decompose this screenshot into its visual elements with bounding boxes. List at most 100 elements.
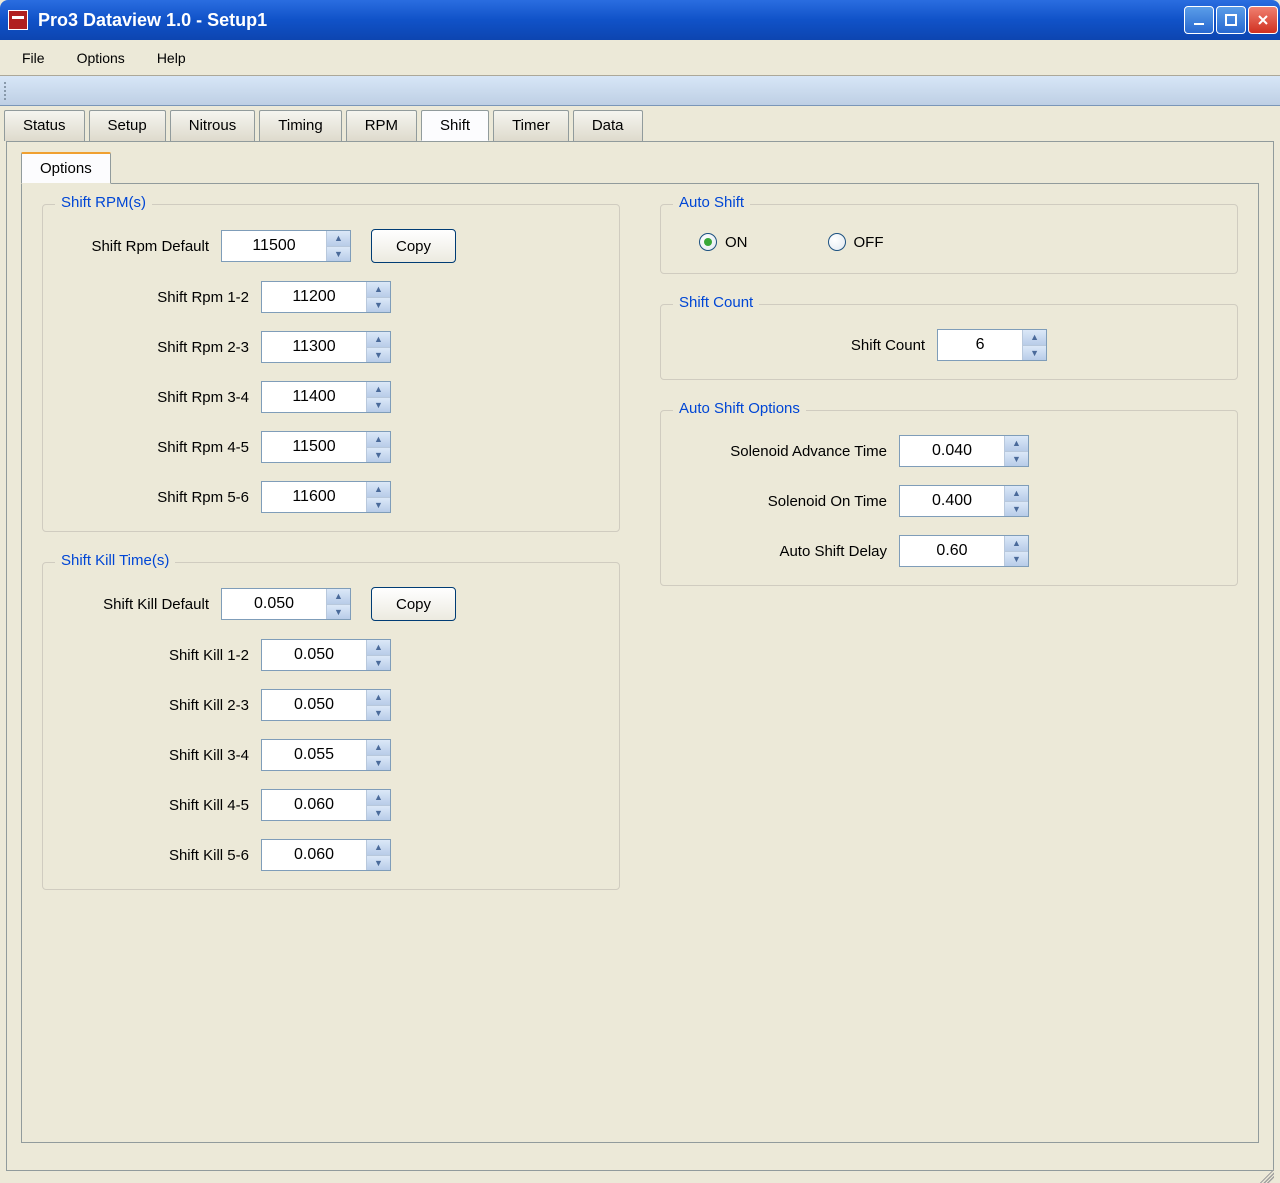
- spin-down-icon[interactable]: ▼: [1004, 452, 1028, 467]
- label-shift-rpm-0: Shift Rpm 1-2: [101, 289, 261, 306]
- spin-down-icon[interactable]: ▼: [366, 348, 390, 363]
- input-shift-rpm-4[interactable]: 11600 ▲▼: [261, 481, 391, 513]
- spin-up-icon[interactable]: ▲: [366, 432, 390, 448]
- maximize-button[interactable]: [1216, 6, 1246, 34]
- app-icon: [8, 10, 28, 30]
- spin-down-icon[interactable]: ▼: [1022, 346, 1046, 361]
- input-shift-count[interactable]: 6 ▲▼: [937, 329, 1047, 361]
- spin-up-icon[interactable]: ▲: [366, 332, 390, 348]
- input-auto-shift-delay[interactable]: 0.60 ▲▼: [899, 535, 1029, 567]
- spin-up-icon[interactable]: ▲: [366, 382, 390, 398]
- tab-shift[interactable]: Shift: [421, 110, 489, 141]
- tab-rpm[interactable]: RPM: [346, 110, 417, 141]
- input-shift-rpm-0[interactable]: 11200 ▲▼: [261, 281, 391, 313]
- label-shift-rpm-4: Shift Rpm 5-6: [101, 489, 261, 506]
- tab-timing[interactable]: Timing: [259, 110, 341, 141]
- radio-auto-shift-off[interactable]: OFF: [828, 233, 884, 251]
- spin-down-icon[interactable]: ▼: [366, 856, 390, 871]
- group-shift-kill: Shift Kill Time(s) Shift Kill Default 0.…: [42, 562, 620, 890]
- resize-grip-icon[interactable]: [1256, 1165, 1274, 1183]
- toolbar: [0, 76, 1280, 106]
- group-auto-shift: Auto Shift ON OFF: [660, 204, 1238, 274]
- input-shift-kill-3[interactable]: 0.060 ▲▼: [261, 789, 391, 821]
- spin-down-icon[interactable]: ▼: [326, 247, 350, 262]
- input-shift-kill-default[interactable]: 0.050 ▲▼: [221, 588, 351, 620]
- label-shift-rpm-default: Shift Rpm Default: [61, 238, 221, 255]
- spin-up-icon[interactable]: ▲: [366, 740, 390, 756]
- spin-up-icon[interactable]: ▲: [366, 790, 390, 806]
- subtab-options[interactable]: Options: [21, 152, 111, 184]
- spin-down-icon[interactable]: ▼: [366, 398, 390, 413]
- tab-setup[interactable]: Setup: [89, 110, 166, 141]
- copy-button-kill[interactable]: Copy: [371, 587, 456, 621]
- spin-up-icon[interactable]: ▲: [1022, 330, 1046, 346]
- toolbar-grip-icon[interactable]: [4, 82, 10, 100]
- tab-timer[interactable]: Timer: [493, 110, 569, 141]
- window-title: Pro3 Dataview 1.0 - Setup1: [38, 10, 267, 31]
- label-shift-rpm-3: Shift Rpm 4-5: [101, 439, 261, 456]
- options-panel: Shift RPM(s) Shift Rpm Default 11500 ▲ ▼…: [21, 183, 1259, 1143]
- spin-up-icon[interactable]: ▲: [366, 282, 390, 298]
- spin-down-icon[interactable]: ▼: [366, 448, 390, 463]
- menubar: File Options Help: [0, 40, 1280, 76]
- group-shift-rpm-legend: Shift RPM(s): [55, 194, 152, 211]
- label-shift-kill-1: Shift Kill 2-3: [101, 697, 261, 714]
- input-shift-kill-2[interactable]: 0.055 ▲▼: [261, 739, 391, 771]
- spin-down-icon[interactable]: ▼: [366, 756, 390, 771]
- input-shift-rpm-2[interactable]: 11400 ▲▼: [261, 381, 391, 413]
- spin-down-icon[interactable]: ▼: [366, 298, 390, 313]
- label-shift-count: Shift Count: [851, 337, 937, 354]
- statusbar: [6, 1159, 1274, 1183]
- input-solenoid-advance[interactable]: 0.040 ▲▼: [899, 435, 1029, 467]
- copy-button-rpm[interactable]: Copy: [371, 229, 456, 263]
- spin-down-icon[interactable]: ▼: [326, 605, 350, 620]
- spin-up-icon[interactable]: ▲: [366, 482, 390, 498]
- spin-down-icon[interactable]: ▼: [1004, 502, 1028, 517]
- menu-options[interactable]: Options: [61, 44, 141, 72]
- close-button[interactable]: [1248, 6, 1278, 34]
- spin-down-icon[interactable]: ▼: [366, 806, 390, 821]
- menu-help[interactable]: Help: [141, 44, 202, 72]
- group-auto-shift-options: Auto Shift Options Solenoid Advance Time…: [660, 410, 1238, 586]
- spin-up-icon[interactable]: ▲: [326, 589, 350, 605]
- input-shift-rpm-3[interactable]: 11500 ▲▼: [261, 431, 391, 463]
- label-solenoid-on: Solenoid On Time: [679, 493, 899, 510]
- tab-nitrous[interactable]: Nitrous: [170, 110, 256, 141]
- spin-up-icon[interactable]: ▲: [1004, 486, 1028, 502]
- spin-up-icon[interactable]: ▲: [366, 840, 390, 856]
- menu-file[interactable]: File: [6, 44, 61, 72]
- input-shift-kill-1[interactable]: 0.050 ▲▼: [261, 689, 391, 721]
- radio-icon: [828, 233, 846, 251]
- spin-up-icon[interactable]: ▲: [326, 231, 350, 247]
- spin-down-icon[interactable]: ▼: [366, 498, 390, 513]
- radio-auto-shift-on[interactable]: ON: [699, 233, 748, 251]
- minimize-button[interactable]: [1184, 6, 1214, 34]
- spin-up-icon[interactable]: ▲: [366, 640, 390, 656]
- input-shift-rpm-1[interactable]: 11300 ▲▼: [261, 331, 391, 363]
- input-shift-kill-0[interactable]: 0.050 ▲▼: [261, 639, 391, 671]
- left-column: Shift RPM(s) Shift Rpm Default 11500 ▲ ▼…: [42, 204, 620, 1122]
- input-shift-rpm-default[interactable]: 11500 ▲ ▼: [221, 230, 351, 262]
- tab-data[interactable]: Data: [573, 110, 643, 141]
- group-shift-count: Shift Count Shift Count 6 ▲▼: [660, 304, 1238, 380]
- label-shift-kill-default: Shift Kill Default: [61, 596, 221, 613]
- input-solenoid-on[interactable]: 0.400 ▲▼: [899, 485, 1029, 517]
- radio-icon: [699, 233, 717, 251]
- group-shift-kill-legend: Shift Kill Time(s): [55, 552, 175, 569]
- label-shift-kill-4: Shift Kill 5-6: [101, 847, 261, 864]
- spin-up-icon[interactable]: ▲: [1004, 536, 1028, 552]
- spin-up-icon[interactable]: ▲: [1004, 436, 1028, 452]
- content-area: Options Shift RPM(s) Shift Rpm Default 1…: [6, 141, 1274, 1171]
- spin-down-icon[interactable]: ▼: [1004, 552, 1028, 567]
- label-solenoid-advance: Solenoid Advance Time: [679, 443, 899, 460]
- spin-down-icon[interactable]: ▼: [366, 656, 390, 671]
- spin-up-icon[interactable]: ▲: [366, 690, 390, 706]
- input-shift-kill-4[interactable]: 0.060 ▲▼: [261, 839, 391, 871]
- tab-status[interactable]: Status: [4, 110, 85, 141]
- value-shift-rpm-default: 11500: [222, 231, 326, 261]
- main-tabs: Status Setup Nitrous Timing RPM Shift Ti…: [0, 106, 1280, 141]
- spin-down-icon[interactable]: ▼: [366, 706, 390, 721]
- titlebar: Pro3 Dataview 1.0 - Setup1: [0, 0, 1280, 40]
- group-shift-rpm: Shift RPM(s) Shift Rpm Default 11500 ▲ ▼…: [42, 204, 620, 532]
- right-column: Auto Shift ON OFF Shift Count Shift Cou: [660, 204, 1238, 1122]
